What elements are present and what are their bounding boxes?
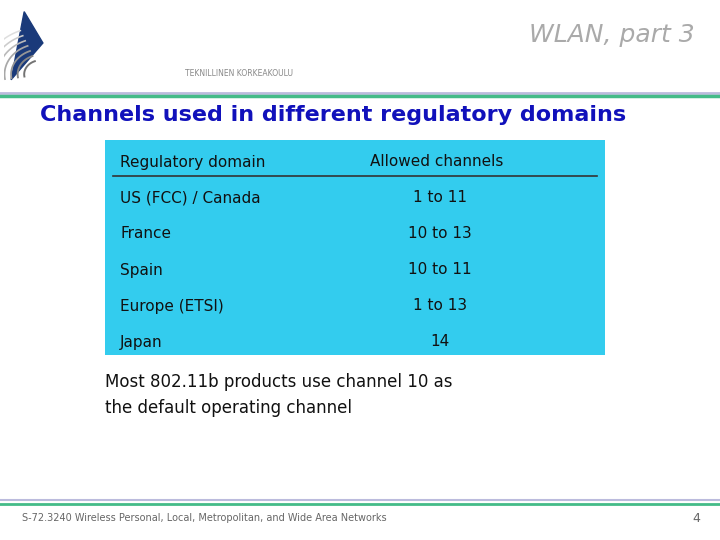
Text: Regulatory domain: Regulatory domain — [120, 154, 266, 170]
Text: Spain: Spain — [120, 262, 163, 278]
Text: Channels used in different regulatory domains: Channels used in different regulatory do… — [40, 105, 626, 125]
Text: S-72.3240 Wireless Personal, Local, Metropolitan, and Wide Area Networks: S-72.3240 Wireless Personal, Local, Metr… — [22, 513, 387, 523]
Text: US (FCC) / Canada: US (FCC) / Canada — [120, 191, 261, 206]
Text: TEKNILLINEN KORKEAKOULU: TEKNILLINEN KORKEAKOULU — [185, 70, 293, 78]
Text: 4: 4 — [692, 511, 700, 524]
Polygon shape — [11, 12, 43, 80]
Text: Japan: Japan — [120, 334, 163, 349]
Text: 1 to 13: 1 to 13 — [413, 299, 467, 314]
Text: WLAN, part 3: WLAN, part 3 — [529, 23, 695, 47]
Text: 1 to 11: 1 to 11 — [413, 191, 467, 206]
Text: Europe (ETSI): Europe (ETSI) — [120, 299, 224, 314]
Text: Allowed channels: Allowed channels — [370, 154, 503, 170]
Text: 10 to 11: 10 to 11 — [408, 262, 472, 278]
Text: Most 802.11b products use channel 10 as
the default operating channel: Most 802.11b products use channel 10 as … — [105, 373, 452, 417]
Text: 14: 14 — [431, 334, 449, 349]
Text: France: France — [120, 226, 171, 241]
Text: 10 to 13: 10 to 13 — [408, 226, 472, 241]
FancyBboxPatch shape — [105, 140, 605, 355]
